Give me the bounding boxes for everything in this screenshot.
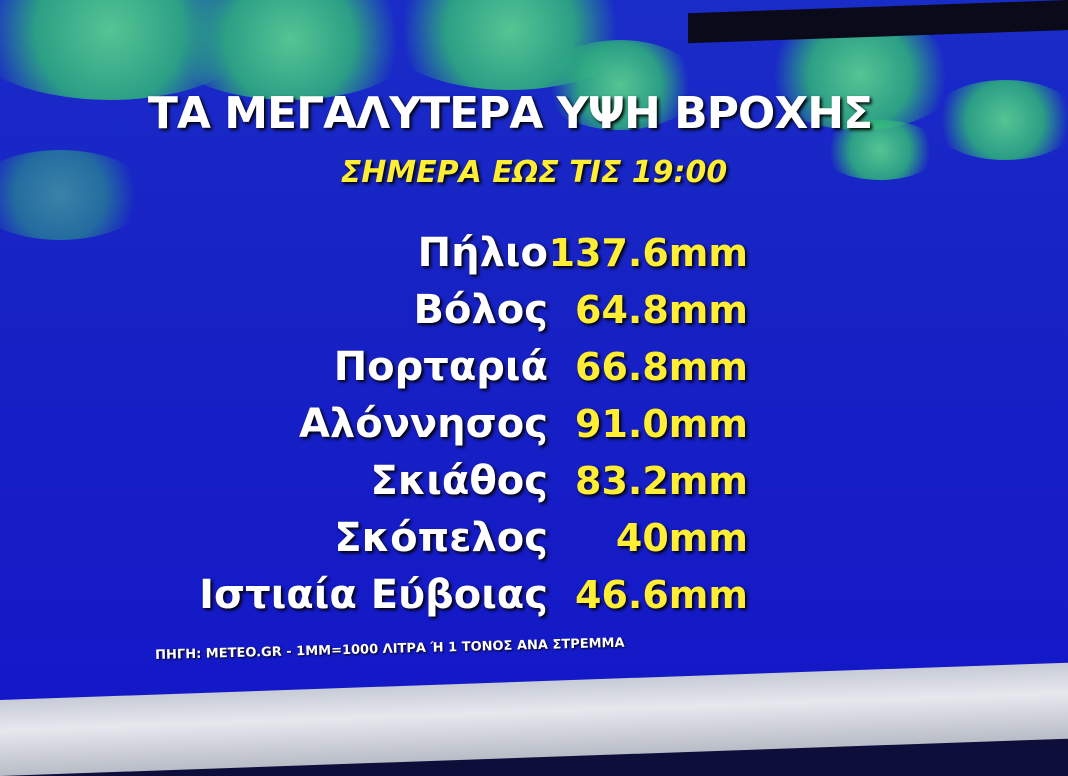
place-name: Σκιάθος	[370, 457, 548, 504]
rainfall-value: 66.8mm	[575, 344, 748, 389]
table-row: Πήλιο 137.6mm	[0, 224, 1068, 281]
place-name: Πορταριά	[333, 343, 548, 390]
place-name: Βόλος	[413, 286, 548, 333]
rainfall-value: 46.6mm	[575, 572, 748, 617]
radar-cloud	[820, 120, 940, 180]
rainfall-value: 40mm	[615, 515, 748, 560]
place-name: Πήλιο	[417, 229, 548, 276]
graphic-subtitle: ΣΗΜΕΡΑ ΕΩΣ ΤΙΣ 19:00	[340, 155, 728, 190]
radar-cloud	[160, 0, 420, 100]
table-row: Πορταριά 66.8mm	[0, 338, 1068, 395]
table-row: Σκόπελος 40mm	[0, 509, 1068, 566]
table-row: Ιστιαία Εύβοιας 46.6mm	[0, 566, 1068, 623]
table-row: Βόλος 64.8mm	[0, 281, 1068, 338]
place-name: Ιστιαία Εύβοιας	[199, 571, 548, 618]
rainfall-value: 91.0mm	[575, 401, 748, 446]
radar-cloud	[540, 40, 700, 130]
place-name: Αλόννησος	[298, 400, 548, 447]
graphic-title: ΤΑ ΜΕΓΑΛΥΤΕΡΑ ΥΨΗ ΒΡΟΧΗΣ	[147, 88, 873, 139]
source-note: ΠΗΓΗ: METEO.GR - 1MM=1000 ΛΙΤΡΑ Ή 1 ΤΟΝΟ…	[155, 635, 625, 663]
tv-graphic: ΤΑ ΜΕΓΑΛΥΤΕΡΑ ΥΨΗ ΒΡΟΧΗΣ ΣΗΜΕΡΑ ΕΩΣ ΤΙΣ …	[0, 0, 1068, 720]
rainfall-table: Πήλιο 137.6mm Βόλος 64.8mm Πορταριά 66.8mm …	[0, 224, 1068, 623]
table-row: Σκιάθος 83.2mm	[0, 452, 1068, 509]
radar-cloud	[930, 80, 1068, 160]
rainfall-value: 137.6mm	[548, 230, 748, 275]
table-row: Αλόννησος 91.0mm	[0, 395, 1068, 452]
place-name: Σκόπελος	[334, 514, 548, 561]
rainfall-value: 83.2mm	[575, 458, 748, 503]
rainfall-value: 64.8mm	[575, 287, 748, 332]
radar-cloud	[0, 150, 150, 240]
